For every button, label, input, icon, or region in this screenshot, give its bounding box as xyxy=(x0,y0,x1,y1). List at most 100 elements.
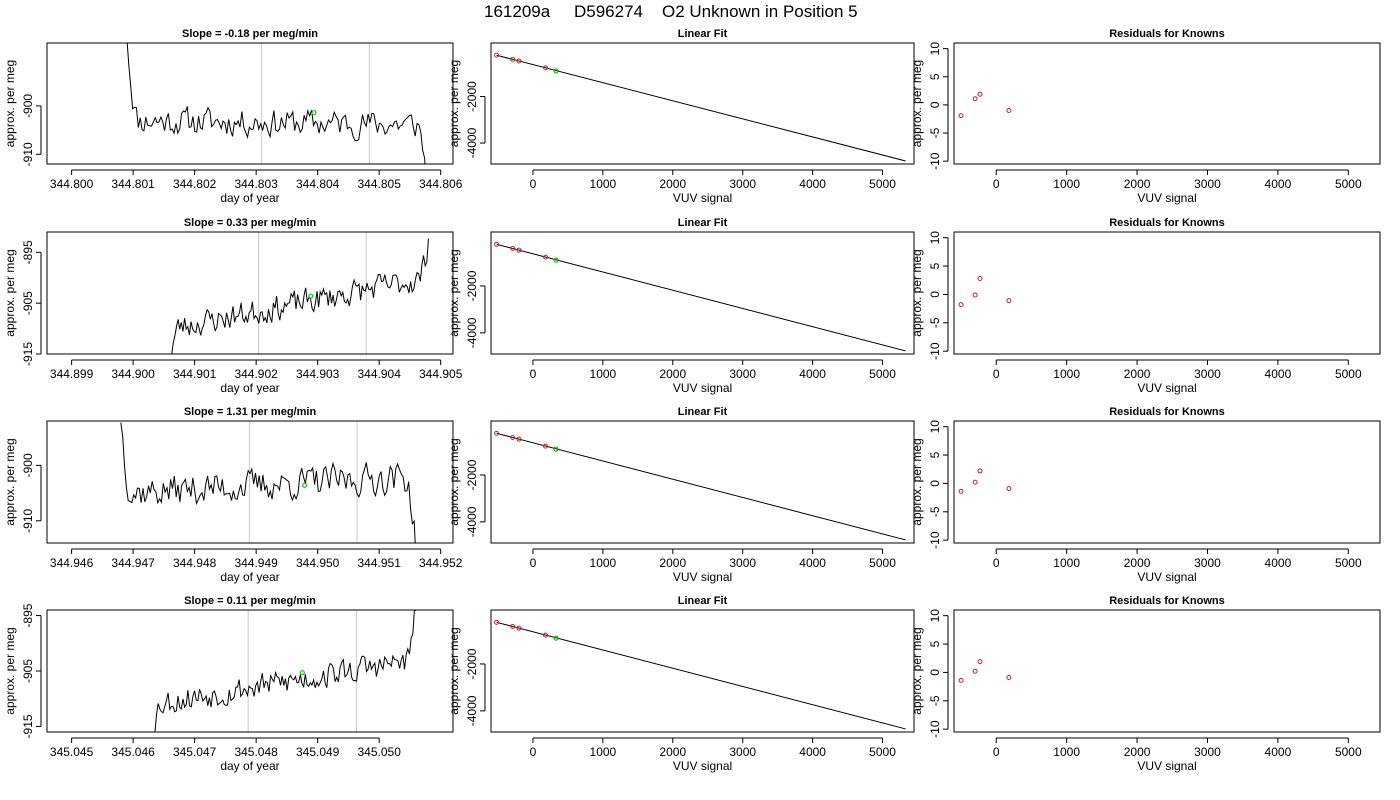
panel-title: Slope = 1.31 per meg/min xyxy=(184,406,317,418)
x-tick-label: 4000 xyxy=(1265,745,1292,759)
x-axis-label: day of year xyxy=(220,191,279,205)
known-standard-point xyxy=(543,254,549,260)
x-tick-label: 5000 xyxy=(1335,745,1362,759)
x-tick-label: 344.946 xyxy=(50,556,94,570)
known-standard-point xyxy=(516,436,522,442)
panel-title: Residuals for Knowns xyxy=(1109,595,1225,607)
plot-area xyxy=(154,610,417,732)
x-tick-label: 345.046 xyxy=(111,745,155,759)
chart-panel-12: Residuals for Knowns 0 1000 2000 3000 4000 500… xyxy=(910,595,1381,773)
signal-trace-line xyxy=(126,43,426,164)
y-tick-label: 10 xyxy=(928,609,942,623)
x-tick-label: 344.901 xyxy=(173,367,217,381)
plot-area xyxy=(494,241,906,352)
fit-line xyxy=(496,54,906,162)
known-standard-point xyxy=(510,56,516,62)
x-tick-label: 345.050 xyxy=(357,745,401,759)
y-tick-label: -4000 xyxy=(465,127,479,158)
x-tick-label: 0 xyxy=(993,556,1000,570)
x-tick-label: 5000 xyxy=(869,177,896,191)
x-tick-label: 4000 xyxy=(799,745,826,759)
known-standard-point xyxy=(543,632,549,638)
x-tick-label: 5000 xyxy=(869,745,896,759)
known-standard-point xyxy=(510,624,516,630)
x-tick-label: 344.806 xyxy=(419,177,463,191)
residual-point xyxy=(977,276,983,282)
y-tick-label: -4000 xyxy=(465,506,479,537)
x-tick-label: 344.802 xyxy=(173,177,217,191)
plot-area xyxy=(494,619,906,730)
y-tick-label: -2000 xyxy=(465,270,479,301)
x-tick-label: 4000 xyxy=(1265,556,1292,570)
unknown-mean-point xyxy=(308,293,314,299)
y-tick-label: -10 xyxy=(928,720,942,738)
x-axis-label: VUV signal xyxy=(673,381,732,395)
chart-panel-9: Residuals for Knowns 0 1000 2000 3000 4000 500… xyxy=(910,406,1381,584)
known-standard-point xyxy=(516,625,522,631)
plot-area xyxy=(958,659,1012,683)
fit-line xyxy=(496,243,906,352)
x-axis-label: day of year xyxy=(220,759,279,773)
y-tick-label: 5 xyxy=(928,640,942,647)
plot-frame xyxy=(490,609,915,733)
panel-title: Linear Fit xyxy=(678,595,728,607)
x-tick-label: 4000 xyxy=(1265,367,1292,381)
plot-area xyxy=(494,52,906,162)
y-tick-label: 0 xyxy=(928,101,942,108)
x-tick-label: 0 xyxy=(993,745,1000,759)
residual-point xyxy=(972,479,978,485)
plot-area xyxy=(494,430,906,541)
residual-point xyxy=(1006,108,1012,114)
known-standard-point xyxy=(494,619,500,625)
y-axis-label: approx. per meg xyxy=(910,249,924,336)
x-tick-label: 344.902 xyxy=(234,367,278,381)
plot-area xyxy=(958,468,1012,494)
x-axis-label: VUV signal xyxy=(673,191,732,205)
residual-point xyxy=(972,668,978,674)
residual-point xyxy=(958,488,964,494)
y-tick-label: -10 xyxy=(928,531,942,549)
x-tick-label: 344.951 xyxy=(357,556,401,570)
x-axis-label: day of year xyxy=(220,381,279,395)
known-standard-point xyxy=(510,246,516,252)
x-tick-label: 344.950 xyxy=(296,556,340,570)
x-tick-label: 3000 xyxy=(729,556,756,570)
y-tick-label: -5 xyxy=(928,317,942,328)
x-tick-label: 5000 xyxy=(1335,177,1362,191)
x-tick-label: 2000 xyxy=(1124,367,1151,381)
x-tick-label: 3000 xyxy=(729,367,756,381)
unknown-point xyxy=(553,635,559,641)
y-tick-label: -10 xyxy=(928,152,942,170)
x-tick-label: 2000 xyxy=(659,177,686,191)
panel-title: Linear Fit xyxy=(678,217,728,229)
y-tick-label: -2000 xyxy=(465,648,479,679)
x-tick-label: 0 xyxy=(993,367,1000,381)
known-standard-point xyxy=(494,52,500,58)
x-tick-label: 5000 xyxy=(869,556,896,570)
x-tick-label: 0 xyxy=(530,556,537,570)
x-tick-label: 0 xyxy=(530,177,537,191)
x-axis-label: VUV signal xyxy=(673,759,732,773)
plot-area xyxy=(120,421,416,543)
x-tick-label: 1000 xyxy=(590,177,617,191)
y-tick-label: 0 xyxy=(928,291,942,298)
residual-point xyxy=(1006,298,1012,304)
plot-frame xyxy=(46,609,454,733)
known-standard-point xyxy=(494,241,500,247)
x-tick-label: 0 xyxy=(530,745,537,759)
y-tick-label: -2000 xyxy=(465,459,479,490)
chart-panel-7: Slope = 1.31 per meg/min 344.946 344.947 34… xyxy=(3,406,463,584)
x-tick-label: 1000 xyxy=(1053,745,1080,759)
x-axis-label: VUV signal xyxy=(1137,191,1196,205)
x-tick-label: 3000 xyxy=(1194,177,1221,191)
x-tick-label: 344.903 xyxy=(296,367,340,381)
residual-point xyxy=(972,292,978,298)
x-tick-label: 344.899 xyxy=(50,367,94,381)
residual-point xyxy=(1006,486,1012,492)
y-tick-label: 5 xyxy=(928,73,942,80)
x-tick-label: 345.047 xyxy=(173,745,217,759)
known-standard-point xyxy=(494,430,500,436)
x-tick-label: 3000 xyxy=(1194,745,1221,759)
signal-trace-line xyxy=(154,610,417,732)
